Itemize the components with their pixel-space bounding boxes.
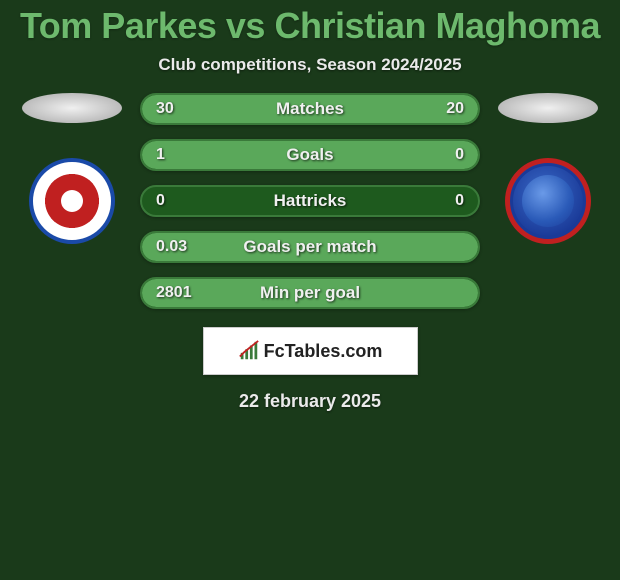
stat-value-left: 30: [156, 100, 174, 118]
stat-label: Matches: [142, 99, 478, 119]
stat-bar: Goals1 0: [140, 139, 480, 171]
subtitle: Club competitions, Season 2024/2025: [0, 55, 620, 75]
page-title: Tom Parkes vs Christian Maghoma: [0, 5, 620, 47]
club-badge-aldershot: [505, 158, 591, 244]
bar-chart-icon: [238, 340, 260, 362]
fctables-logo: FcTables.com: [203, 327, 418, 375]
left-player-col: [22, 93, 122, 244]
stat-label: Goals per match: [142, 237, 478, 257]
club-badge-hartlepool: [29, 158, 115, 244]
stats-column: Matches3020Goals10Hattricks00Goals per m…: [140, 93, 480, 309]
stat-label: Goals: [142, 145, 478, 165]
stat-value-right: 0: [455, 192, 464, 210]
player-silhouette-right: [498, 93, 598, 123]
stat-value-left: 0: [156, 192, 165, 210]
stat-value-left: 2801: [156, 284, 192, 302]
comparison-infographic: Tom Parkes vs Christian Maghoma Club com…: [0, 0, 620, 412]
stat-bar: Goals per match0.03: [140, 231, 480, 263]
stat-label: Hattricks: [142, 191, 478, 211]
stat-label: Min per goal: [142, 283, 478, 303]
stat-bar: Matches30 20: [140, 93, 480, 125]
right-player-col: [498, 93, 598, 244]
stat-bar: Min per goal2801: [140, 277, 480, 309]
date-label: 22 february 2025: [0, 391, 620, 412]
stat-value-right: 0: [455, 146, 464, 164]
stat-bar: Hattricks0 0: [140, 185, 480, 217]
stat-value-left: 0.03: [156, 238, 187, 256]
stat-value-right: 20: [446, 100, 464, 118]
main-row: Matches3020Goals10Hattricks00Goals per m…: [0, 93, 620, 309]
player-silhouette-left: [22, 93, 122, 123]
logo-text: FcTables.com: [264, 341, 383, 362]
stat-value-left: 1: [156, 146, 165, 164]
ship-wheel-icon: [45, 174, 99, 228]
